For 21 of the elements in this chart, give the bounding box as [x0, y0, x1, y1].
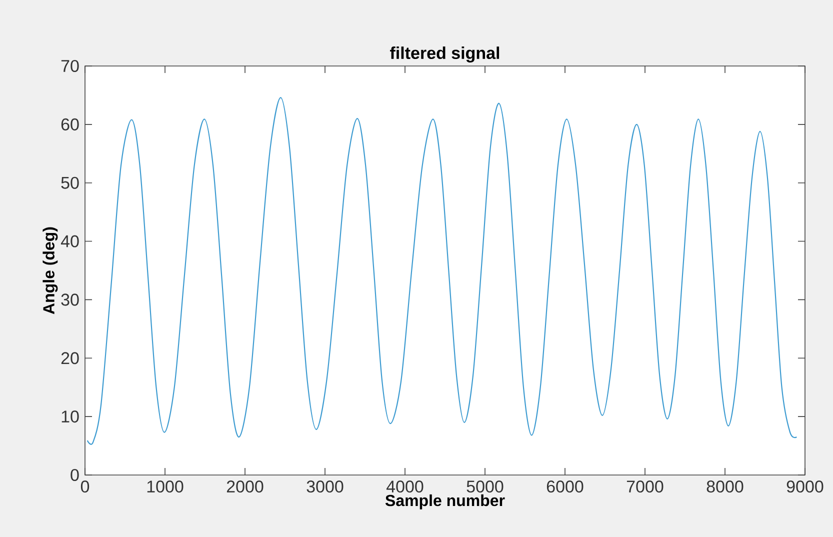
x-tick-label: 6000: [546, 480, 584, 493]
y-tick-label: 10: [62, 410, 79, 423]
x-tick-label: 2000: [226, 480, 264, 493]
y-tick-label: 20: [61, 352, 79, 364]
x-tick-label: 4000: [386, 480, 424, 493]
y-tick-label: 0: [70, 468, 79, 482]
x-axis-title: Sample number: [385, 494, 505, 510]
y-tick-label: 70: [61, 60, 79, 72]
y-axis-title: Angle (deg): [42, 227, 58, 314]
x-tick-label: 7000: [626, 480, 664, 493]
y-tick-label: 30: [61, 294, 79, 306]
x-tick-label: 1000: [147, 480, 184, 493]
x-tick-label: 9000: [786, 480, 824, 493]
y-tick-label: 60: [61, 118, 79, 130]
x-tick-label: 3000: [306, 480, 344, 493]
y-tick-label: 50: [61, 176, 79, 189]
x-tick-label: 5000: [466, 480, 504, 493]
y-tick-label: 40: [60, 235, 79, 248]
x-tick-label: 0: [80, 480, 90, 493]
chart-title: filtered signal: [390, 46, 500, 62]
x-tick-label: 8000: [706, 480, 744, 493]
